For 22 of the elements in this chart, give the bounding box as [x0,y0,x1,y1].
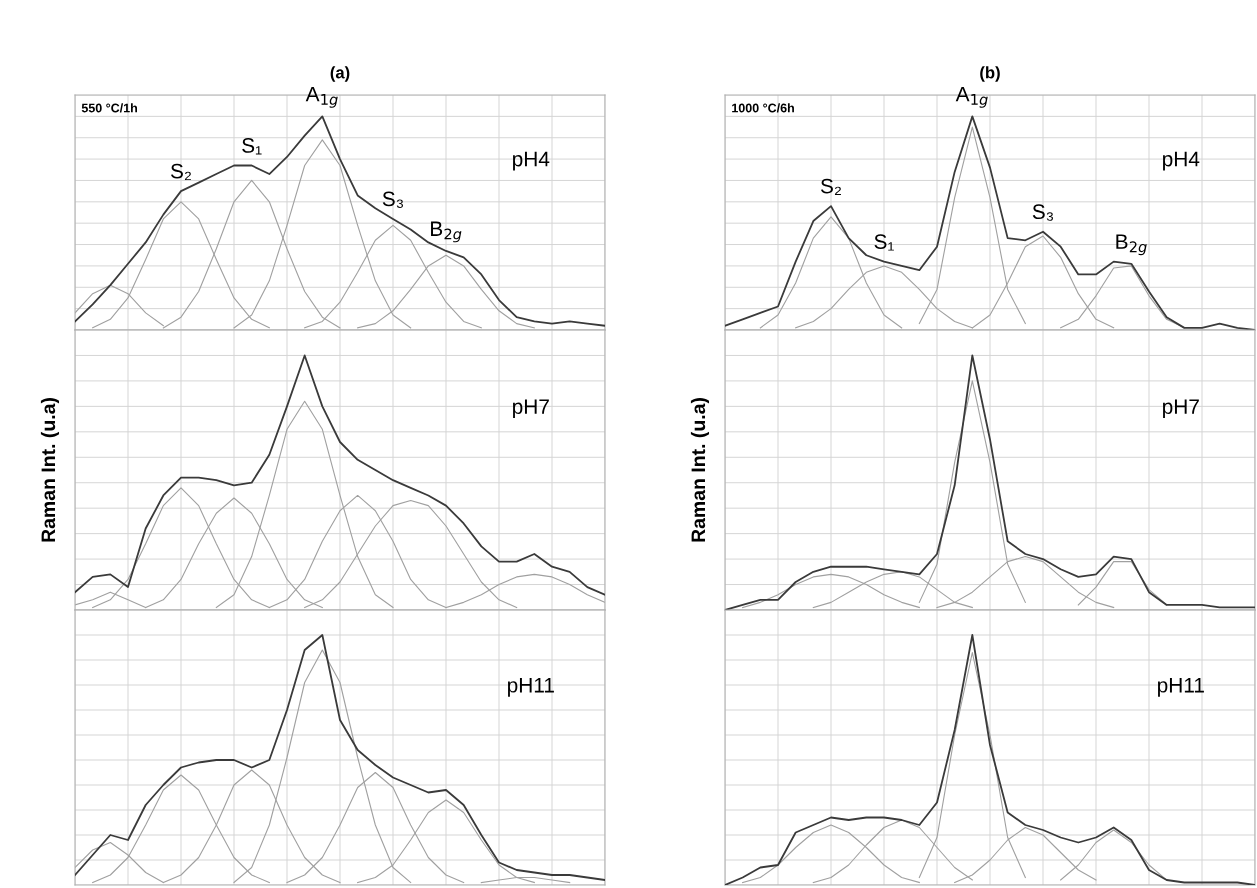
chart-title: (a) [330,66,350,82]
series-label: S₃ [382,191,403,208]
annotation: pH4 [513,151,550,171]
series-label: B$_{2g}$ [431,221,462,243]
series-label: B$_{2g}$ [1116,234,1147,256]
annotation: pH11 [508,678,554,697]
text: 550 °C/1h [81,103,137,113]
series-label: S₁ [874,234,894,251]
annotation: pH7 [513,399,549,419]
annotation: pH11 [1158,678,1204,697]
series-label: S₂ [170,163,191,181]
y-axis-title: Raman Int. (u.a) [690,398,710,542]
chart-title: (b) [980,66,1000,82]
y-axis-title: Raman Int. (u.a) [40,398,60,542]
annotation: pH4 [1163,151,1200,171]
series-label: S₂ [820,178,841,195]
annotation: pH7 [1163,399,1199,419]
series-label: S₁ [242,138,262,155]
series-label: S₃ [1032,204,1053,221]
series-label: A$_{1g}$ [955,86,988,108]
text: 1000 °C/6h [732,103,794,113]
series-label: A$_{1g}$ [305,86,338,108]
